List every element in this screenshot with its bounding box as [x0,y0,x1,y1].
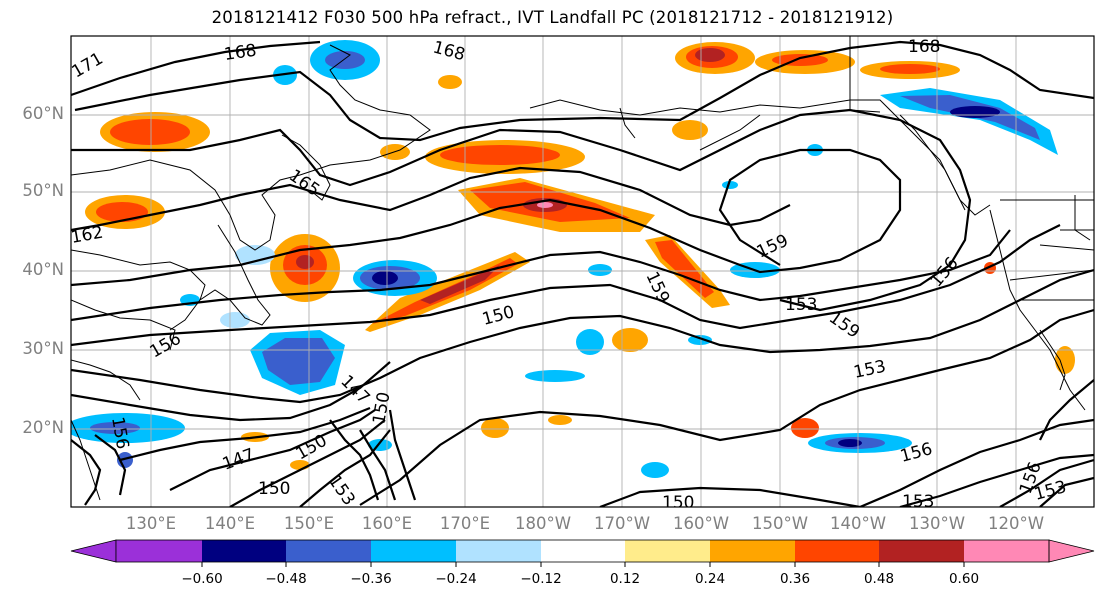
lon-label: 130°W [908,514,966,533]
map-title: 2018121412 F030 500 hPa refract., IVT La… [211,8,894,27]
graticule [71,36,1094,507]
lon-label: 170°W [593,514,651,533]
colorbar-segment [456,540,541,562]
colorbar-segment [625,540,710,562]
colorbar-tick-label: 0.60 [948,571,980,587]
plot-frame [70,35,1095,508]
lon-label: 150°E [283,514,335,533]
colorbar-segment [795,540,879,562]
colorbar-lower-extension [70,539,117,563]
contour-label: 150 [258,479,290,499]
colorbar-tick-label: −0.36 [350,571,392,587]
colorbar-tick-label: −0.24 [435,571,477,587]
lon-label: 130°E [125,514,177,533]
colorbar-segment [541,540,625,562]
colorbar-segment [116,540,202,562]
colorbar-tick-label: −0.12 [520,571,562,587]
lon-label: 160°E [361,514,413,533]
contour-label-layer: 171 168 168 168 165 162 159 159 159 156 … [71,37,1069,513]
colorbar-segment [286,540,371,562]
colorbar-tick-label: 0.48 [863,571,895,587]
colorbar-tick-label: 0.12 [609,571,641,587]
lon-label: 180°W [514,514,572,533]
colorbar-tick-label: 0.24 [694,571,726,587]
contour-label: 168 [908,37,940,57]
colorbar-segment [371,540,456,562]
lon-label: 140°W [829,514,887,533]
lat-label: 30°N [22,339,64,358]
colorbar-segment [879,540,964,562]
lat-label: 40°N [22,260,64,279]
contour-label: 153 [902,492,934,512]
lat-label: 50°N [22,181,64,200]
lat-label: 60°N [22,104,64,123]
lat-label: 20°N [22,418,64,437]
lon-label: 170°E [439,514,491,533]
colorbar-segment [964,540,1049,562]
contour-label: 168 [223,41,258,65]
colorbar [70,539,1095,567]
colorbar-tick-label: −0.60 [181,571,223,587]
colorbar-segment [202,540,286,562]
contour-label: 150 [662,493,694,513]
lon-label: 120°W [987,514,1045,533]
contour-label: 153 [785,295,817,315]
lon-label: 160°W [672,514,730,533]
lon-label: 150°W [751,514,809,533]
colorbar-tick-label: 0.36 [779,571,811,587]
map-plot-area: 171 168 168 168 165 162 159 159 159 156 … [71,36,1094,513]
colorbar-upper-extension [1048,539,1095,563]
colorbar-tick-label: −0.48 [265,571,307,587]
height-contours [71,40,1094,507]
colorbar-segment [710,540,795,562]
lon-label: 140°E [204,514,256,533]
